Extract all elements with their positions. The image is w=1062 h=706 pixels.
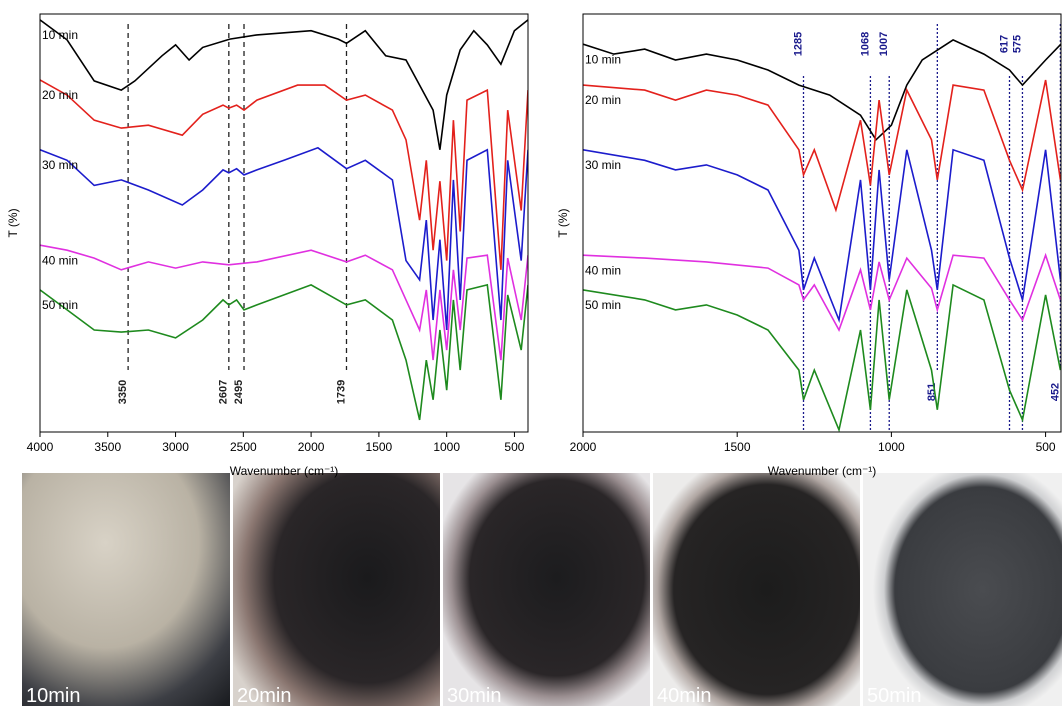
x-tick-label: 4000 xyxy=(27,440,54,454)
photo-label: 30min xyxy=(447,685,501,706)
x-tick-label: 1000 xyxy=(433,440,460,454)
photo xyxy=(443,473,650,706)
series-label: 30 min xyxy=(585,158,621,172)
annotation-label: 1007 xyxy=(878,32,890,56)
x-tick-label: 500 xyxy=(1036,440,1056,454)
series-label: 20 min xyxy=(42,88,78,102)
photo xyxy=(233,473,440,706)
x-tick-label: 2000 xyxy=(570,440,597,454)
spectrum-line xyxy=(583,40,1061,140)
x-tick-label: 1500 xyxy=(366,440,393,454)
x-tick-label: 1000 xyxy=(878,440,905,454)
spectrum-line xyxy=(583,80,1060,210)
y-axis-title: T (%) xyxy=(556,208,570,237)
y-axis-title: T (%) xyxy=(6,208,20,237)
photo-label: 50min xyxy=(867,685,921,706)
annotation-label: 1739 xyxy=(335,380,347,404)
series-label: 50 min xyxy=(585,298,621,312)
photo-label: 10min xyxy=(26,685,80,706)
x-tick-label: 2500 xyxy=(230,440,257,454)
series-label: 10 min xyxy=(42,28,78,42)
spectrum-line xyxy=(583,150,1060,320)
series-label: 40 min xyxy=(585,263,621,277)
series-label: 10 min xyxy=(585,52,621,66)
x-axis-title: Wavenumber (cm⁻¹) xyxy=(768,464,877,478)
x-tick-label: 1500 xyxy=(724,440,751,454)
annotation-label: 617 xyxy=(998,35,1010,53)
annotation-label: 1285 xyxy=(792,32,804,56)
photo xyxy=(22,473,230,706)
x-tick-label: 3500 xyxy=(94,440,121,454)
annotation-label: 2607 xyxy=(218,380,230,404)
annotation-label: 2495 xyxy=(233,380,245,404)
series-label: 30 min xyxy=(42,158,78,172)
photo xyxy=(863,473,1062,706)
x-tick-label: 500 xyxy=(504,440,524,454)
series-label: 20 min xyxy=(585,93,621,107)
x-axis-title: Wavenumber (cm⁻¹) xyxy=(230,464,339,478)
spectrum-line xyxy=(40,148,528,330)
series-label: 50 min xyxy=(42,298,78,312)
x-tick-label: 3000 xyxy=(162,440,189,454)
annotation-label: 452 xyxy=(1049,383,1061,401)
photos: 10min 20min 30min 40min 50min xyxy=(22,473,1062,706)
spectrum-line xyxy=(40,285,528,420)
annotation-label: 575 xyxy=(1011,35,1023,53)
plot-frame xyxy=(40,14,528,432)
annotation-label: 1068 xyxy=(859,32,871,56)
figure: 10min 20min 30min 40min 50min 3350 260724… xyxy=(0,0,1062,706)
spectrum-line xyxy=(40,245,528,360)
plot-frame xyxy=(583,14,1061,432)
spectrum-line xyxy=(583,285,1060,430)
spectrum-line xyxy=(40,80,528,270)
photo xyxy=(653,473,860,706)
x-tick-label: 2000 xyxy=(298,440,325,454)
photo-label: 20min xyxy=(237,685,291,706)
series-label: 40 min xyxy=(42,253,78,267)
annotation-label: 3350 xyxy=(117,380,129,404)
photo-label: 40min xyxy=(657,685,711,706)
